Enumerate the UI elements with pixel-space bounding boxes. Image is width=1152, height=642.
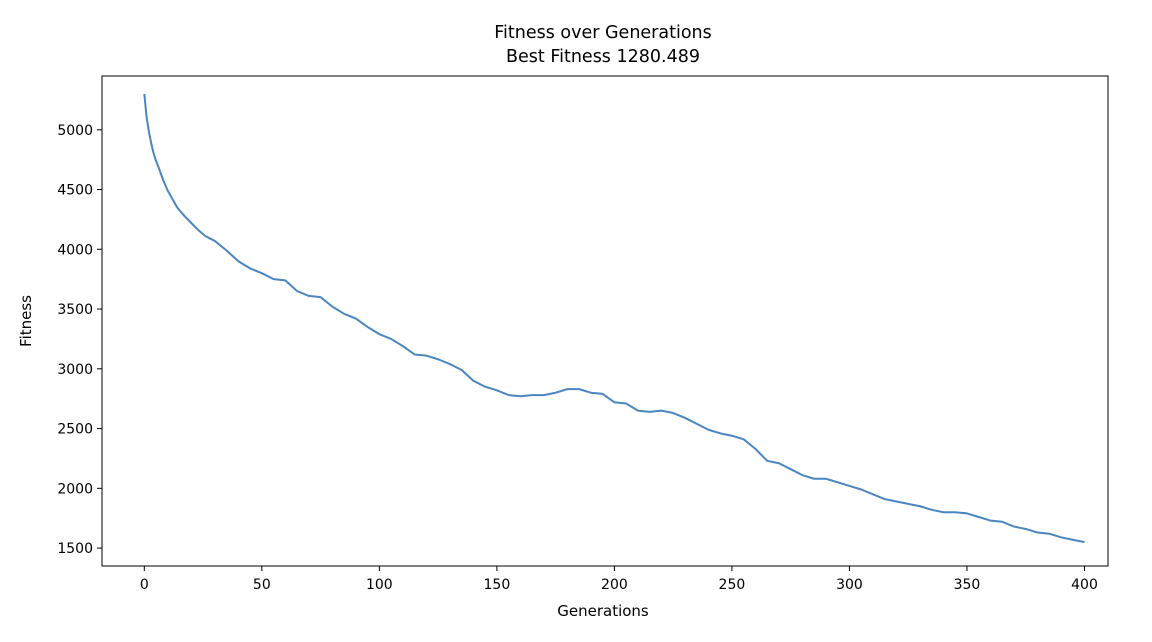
y-tick-label: 2000 — [57, 481, 93, 497]
x-tick-label: 100 — [366, 577, 393, 593]
y-tick-label: 2500 — [57, 422, 93, 438]
y-tick-label: 4000 — [57, 242, 93, 258]
x-tick-label: 350 — [954, 577, 981, 593]
y-axis-label: Fitness — [17, 295, 35, 347]
chart-subtitle: Best Fitness 1280.489 — [506, 47, 700, 67]
y-tick-label: 5000 — [57, 123, 93, 139]
x-tick-label: 50 — [253, 577, 271, 593]
x-tick-label: 200 — [601, 577, 628, 593]
y-tick-label: 1500 — [57, 541, 93, 557]
x-axis-label: Generations — [557, 602, 649, 620]
y-tick-label: 3500 — [57, 302, 93, 318]
fitness-line-0 — [143, 93, 1085, 544]
y-axis-ticks: 1500 2000 2500 3000 3500 4000 4500 5000 — [57, 123, 102, 557]
y-tick-label: 3000 — [57, 362, 93, 378]
x-tick-label: 400 — [1071, 577, 1098, 593]
x-tick-label: 300 — [836, 577, 863, 593]
series-layer — [143, 93, 1085, 544]
y-tick-label: 4500 — [57, 183, 93, 199]
x-tick-label: 250 — [719, 577, 746, 593]
x-axis-ticks: 0 50 100 150 200 250 300 350 400 — [140, 566, 1098, 593]
x-tick-label: 150 — [484, 577, 511, 593]
plot-frame — [101, 75, 1109, 567]
chart-title: Fitness over Generations — [494, 23, 712, 43]
plot-area — [102, 76, 1108, 566]
x-tick-label: 0 — [140, 577, 149, 593]
